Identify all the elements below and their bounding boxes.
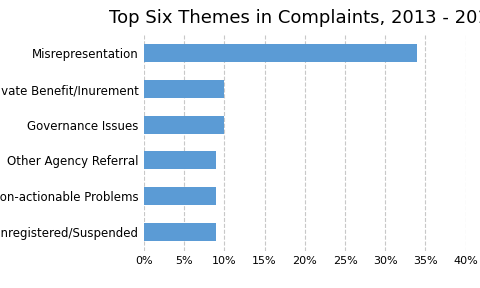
Title: Top Six Themes in Complaints, 2013 - 2017: Top Six Themes in Complaints, 2013 - 201… [109,10,480,27]
Bar [144,80,224,98]
Bar [144,151,216,169]
Bar [144,44,417,62]
Bar [144,187,216,205]
Bar [144,223,216,241]
Bar [144,116,224,134]
